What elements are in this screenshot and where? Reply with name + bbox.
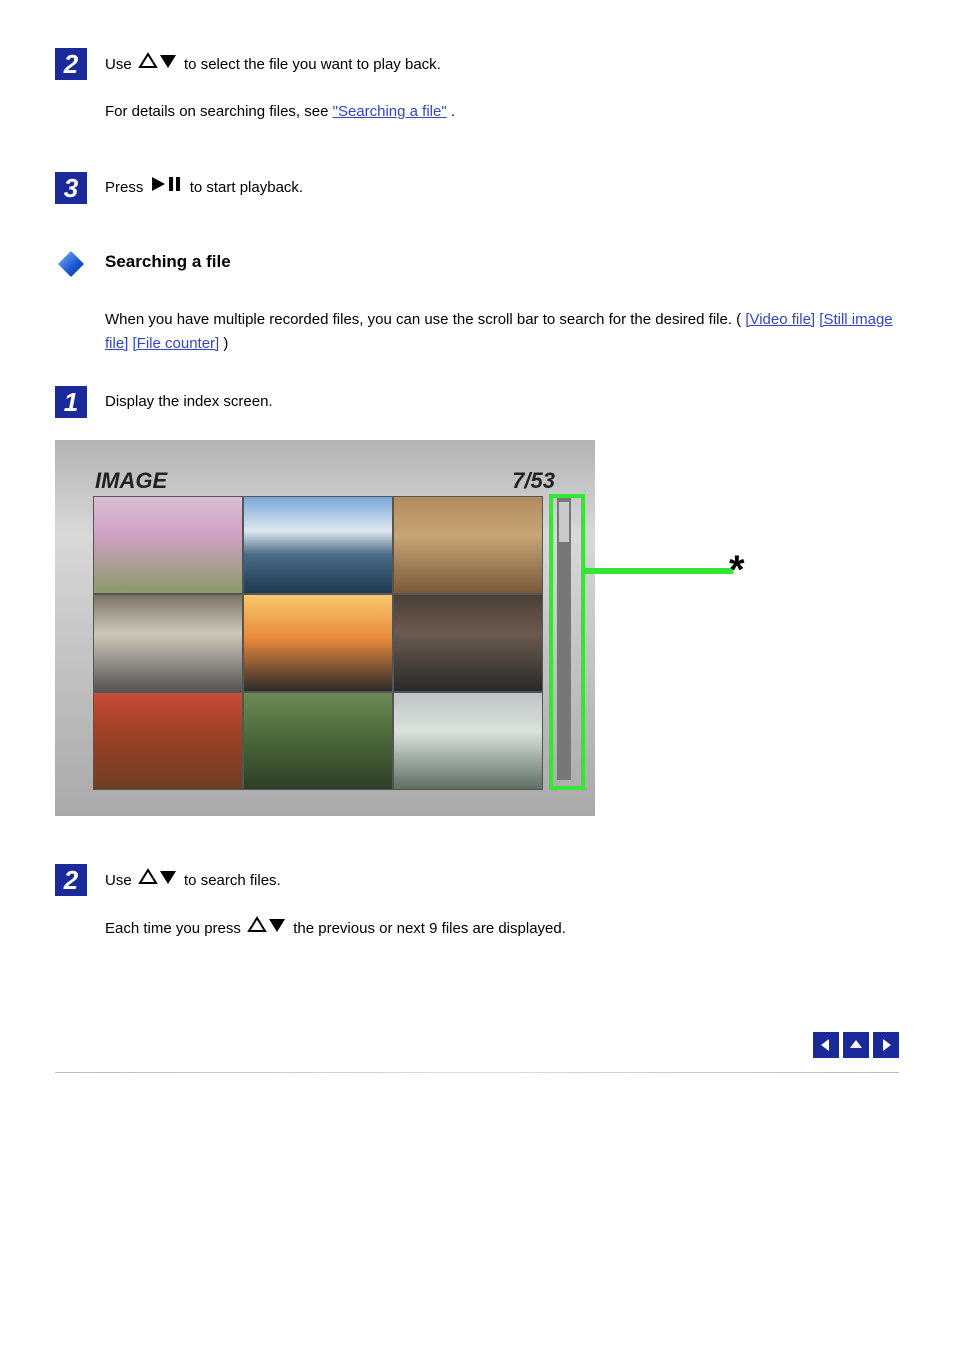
step-2-note-before: For details on searching files, see <box>105 103 333 120</box>
up-down-triangles-icon <box>138 52 178 78</box>
callout-line <box>585 568 733 574</box>
thumbnail[interactable] <box>393 496 543 594</box>
video-file-link[interactable]: [Video file] <box>745 311 815 328</box>
page-nav <box>55 1032 899 1058</box>
step-2-text-after: to select the file you want to play back… <box>184 56 441 73</box>
step-2-row: 2 Use to select the file you want to pla… <box>55 48 899 80</box>
thumbnail[interactable] <box>393 594 543 692</box>
step-3-text-after: to start playback. <box>190 179 303 196</box>
section-heading-row: Searching a file <box>55 248 899 280</box>
searching-file-link[interactable]: "Searching a file" <box>333 103 447 120</box>
top-page-button[interactable] <box>843 1032 869 1058</box>
intro-before: When you have multiple recorded files, y… <box>105 311 741 328</box>
step-1-body: Display the index screen. <box>105 386 899 414</box>
index-screen-title: IMAGE <box>95 468 167 494</box>
step-2b-row: 2 Use to search files. <box>55 864 899 896</box>
step-2-text-before: Use <box>105 56 136 73</box>
next-page-button[interactable] <box>873 1032 899 1058</box>
step-2b-body: Use to search files. <box>105 864 899 894</box>
step-number-2-icon: 2 <box>55 48 87 80</box>
svg-text:1: 1 <box>64 387 78 417</box>
step-2-note-after: . <box>451 103 455 120</box>
step-3-row: 3 Press to start playback. <box>55 172 899 204</box>
diamond-icon <box>55 248 87 280</box>
thumbnail[interactable] <box>93 496 243 594</box>
thumbnail-grid <box>93 496 543 790</box>
callout-star-icon: * <box>729 548 745 593</box>
thumbnail[interactable] <box>243 496 393 594</box>
divider <box>55 1072 899 1073</box>
play-pause-icon <box>150 176 184 200</box>
step-2b-text-after: to search files. <box>184 872 281 889</box>
index-screen-counter: 7/53 <box>512 468 555 494</box>
step-2b-text-before: Use <box>105 872 136 889</box>
thumbnail[interactable] <box>93 692 243 790</box>
index-screen-header: IMAGE 7/53 <box>95 468 555 494</box>
step-2b-note: Each time you press the previous or next… <box>105 916 899 942</box>
file-counter-link[interactable]: [File counter] <box>133 335 220 352</box>
svg-text:2: 2 <box>63 865 79 895</box>
svg-text:3: 3 <box>64 173 79 203</box>
step-3-text-before: Press <box>105 179 148 196</box>
svg-text:2: 2 <box>63 49 79 79</box>
thumbnail[interactable] <box>393 692 543 790</box>
step-number-3-icon: 3 <box>55 172 87 204</box>
step-2b-note-after: the previous or next 9 files are display… <box>293 920 566 937</box>
prev-page-button[interactable] <box>813 1032 839 1058</box>
up-down-triangles-icon <box>247 916 287 942</box>
step-3-body: Press to start playback. <box>105 172 899 200</box>
index-screen: IMAGE 7/53 <box>55 440 595 816</box>
intro-paragraph: When you have multiple recorded files, y… <box>105 308 899 356</box>
step-1-row: 1 Display the index screen. <box>55 386 899 418</box>
step-number-2b-icon: 2 <box>55 864 87 896</box>
up-down-triangles-icon <box>138 868 178 894</box>
thumbnail[interactable] <box>93 594 243 692</box>
step-2-body: Use to select the file you want to play … <box>105 48 899 78</box>
step-2-note: For details on searching files, see "Sea… <box>105 100 899 124</box>
section-heading: Searching a file <box>105 248 899 272</box>
step-number-1-icon: 1 <box>55 386 87 418</box>
intro-after: ) <box>223 335 228 352</box>
scrollbar-highlight-box <box>549 494 585 790</box>
index-screen-figure: IMAGE 7/53 * <box>55 440 735 816</box>
thumbnail[interactable] <box>243 692 393 790</box>
thumbnail[interactable] <box>243 594 393 692</box>
step-2b-note-before: Each time you press <box>105 920 245 937</box>
